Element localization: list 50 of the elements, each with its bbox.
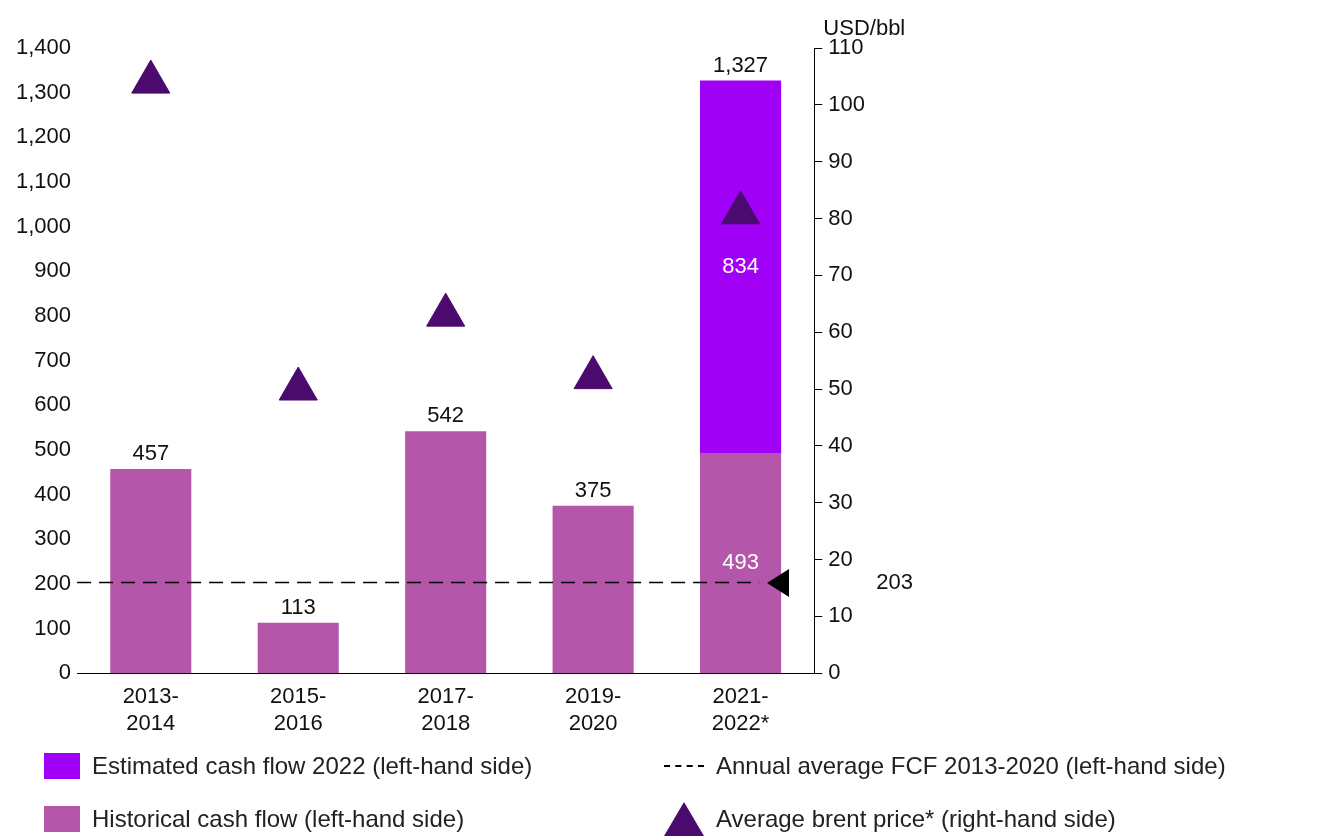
data-label: 457	[132, 440, 170, 466]
y-tick-label: 600	[34, 391, 72, 417]
y2-tick-label: 70	[828, 261, 853, 287]
text: 203	[876, 568, 914, 594]
x-tick-label: 2013- 2014	[122, 683, 179, 735]
data-label: 113	[280, 593, 316, 619]
data-label: 375	[574, 476, 612, 502]
legend-label: Average brent price* (right-hand side)	[716, 805, 1116, 833]
y-tick-label: 300	[34, 525, 72, 551]
legend-label: Historical cash flow (left-hand side)	[92, 805, 465, 833]
data-label: 834	[722, 252, 759, 278]
y-tick-label: 400	[34, 480, 72, 506]
y2-tick-label: 40	[828, 431, 853, 457]
y2-tick-label: 100	[828, 90, 866, 116]
y-tick-label: 700	[34, 346, 72, 372]
y2-tick-label: 10	[828, 602, 853, 628]
bar	[257, 622, 339, 674]
legend-label: Annual average FCF 2013-2020 (left-hand side)	[716, 752, 1226, 780]
y2-tick-label: 80	[828, 204, 853, 230]
legend-label: Estimated cash flow 2022 (left-hand side)	[92, 752, 533, 780]
y-tick-label: 1,400	[15, 34, 72, 60]
y-tick-label: 1,300	[15, 78, 72, 104]
y2-tick-label: 90	[828, 147, 853, 173]
data-label: 493	[722, 549, 759, 575]
y-tick-label: 900	[34, 257, 72, 283]
x-tick-label: 2021- 2022*	[711, 683, 770, 735]
bar	[405, 431, 487, 674]
y2-tick-label: 0	[828, 659, 841, 685]
y-tick-label: 1,000	[15, 212, 72, 238]
x-tick-label: 2019- 2020	[564, 683, 622, 735]
y-tick-label: 0	[58, 659, 72, 685]
y2-tick-label: 50	[828, 375, 853, 401]
bar	[552, 505, 634, 674]
x-tick-label: 2017- 2018	[417, 683, 474, 735]
y2-tick-label: 20	[828, 545, 853, 571]
total-label: 1,327	[713, 51, 769, 77]
y-tick-label: 1,100	[15, 168, 72, 194]
y-tick-label: 500	[34, 435, 72, 461]
x-tick-label: 2015- 2016	[270, 683, 327, 735]
y2-tick-label: 110	[828, 34, 864, 60]
y2-tick-label: 30	[828, 488, 853, 514]
bar	[700, 80, 782, 454]
y-tick-label: 100	[34, 614, 72, 640]
bar	[700, 453, 782, 674]
y-tick-label: 800	[34, 302, 72, 328]
y-tick-label: 1,200	[15, 123, 72, 149]
y2-tick-label: 60	[828, 318, 853, 344]
bar	[110, 469, 192, 674]
y-tick-label: 200	[34, 569, 72, 595]
data-label: 542	[427, 402, 465, 428]
